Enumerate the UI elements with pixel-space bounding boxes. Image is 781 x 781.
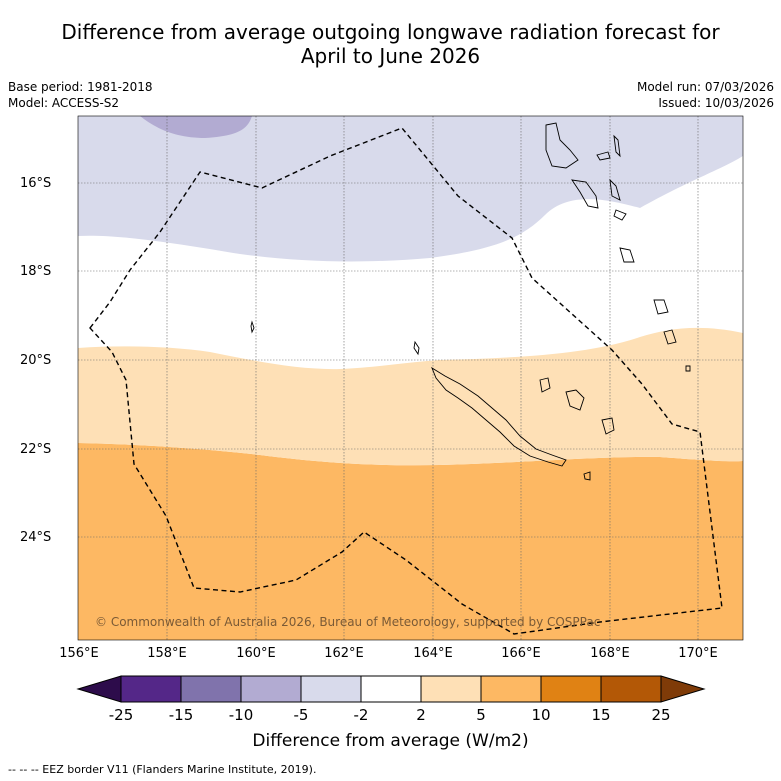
colorbar-bin-p2-p5 xyxy=(420,675,482,703)
mare-coast xyxy=(601,417,615,435)
x-tick-label-164e: 164°E xyxy=(413,646,453,661)
model-run: Model run: 07/03/2026 xyxy=(636,80,774,94)
colorbar-bin-n25-n15 xyxy=(120,675,182,703)
colorbar-bin-n15-n10 xyxy=(180,675,242,703)
map-title-line1: Difference from average outgoing longwav… xyxy=(61,20,720,44)
colorbar-extend-min xyxy=(76,675,122,703)
x-tick-label-158e: 158°E xyxy=(147,646,187,661)
metadata-right: Model run: 07/03/2026 Issued: 10/03/2026 xyxy=(637,79,774,111)
colorbar xyxy=(76,675,706,703)
colorbar-tick-label: -15 xyxy=(168,706,194,724)
colorbar-bin-p10-p15 xyxy=(540,675,602,703)
colorbar-extend-max xyxy=(660,675,706,703)
lifou-coast xyxy=(565,389,585,411)
x-tick-label-156e: 156°E xyxy=(59,646,99,661)
ouvea-coast xyxy=(539,377,551,393)
copyright-note: © Commonwealth of Australia 2026, Bureau… xyxy=(95,615,600,629)
vanuatu-espiritu-santo-coast xyxy=(545,122,579,169)
colorbar-title: Difference from average (W/m2) xyxy=(252,731,529,751)
map-title: Difference from average outgoing longwav… xyxy=(0,20,781,68)
colorbar-bin-n2-2 xyxy=(360,675,422,703)
band-neg10-to-neg5 xyxy=(140,116,252,138)
y-tick-label-20s: 20°S xyxy=(20,353,52,368)
colorbar-tick-label: 2 xyxy=(416,706,426,724)
x-tick-label-170e: 170°E xyxy=(678,646,718,661)
y-tick-label-24s: 24°S xyxy=(20,530,52,545)
vanuatu-tanna-coast xyxy=(663,329,677,345)
colorbar-tick-label: -2 xyxy=(353,706,369,724)
map-frame xyxy=(77,115,744,641)
coastlines xyxy=(250,122,691,481)
colorbar-tick-label: 25 xyxy=(651,706,671,724)
vanuatu-epi-coast xyxy=(613,209,627,221)
base-period: Base period: 1981-2018 xyxy=(8,80,153,94)
vanuatu-ambae-coast xyxy=(596,151,611,161)
vanuatu-malekula-coast xyxy=(571,179,599,209)
colorbar-tick-label: 10 xyxy=(531,706,551,724)
band-neg5-to-neg2 xyxy=(78,116,743,262)
colorbar-tick-label: 5 xyxy=(476,706,486,724)
map-area: © Commonwealth of Australia 2026, Bureau… xyxy=(78,116,743,640)
colorbar-tick-label: -10 xyxy=(228,706,254,724)
band-2-to-5 xyxy=(78,327,743,466)
vanuatu-aneityum-coast xyxy=(685,365,691,372)
belep-islands-coast xyxy=(413,340,420,356)
eez-legend: -- -- -- EEZ border V11 (Flanders Marine… xyxy=(8,763,317,776)
metadata-left: Base period: 1981-2018 Model: ACCESS-S2 xyxy=(8,79,153,111)
new-caledonia-coast xyxy=(431,366,567,467)
colorbar-bin-n5-n2 xyxy=(300,675,362,703)
model-name: Model: ACCESS-S2 xyxy=(8,96,120,110)
gridlines xyxy=(78,116,743,640)
x-tick-label-168e: 168°E xyxy=(590,646,630,661)
map-title-line2: April to June 2026 xyxy=(300,44,481,68)
x-tick-label-166e: 166°E xyxy=(501,646,541,661)
colorbar-tick-label: -5 xyxy=(293,706,309,724)
vanuatu-efate-coast xyxy=(619,247,635,263)
vanuatu-pentecost-coast xyxy=(609,178,621,201)
colorbar-bin-p5-p10 xyxy=(480,675,542,703)
vanuatu-maewo-coast xyxy=(613,134,621,158)
eez-border xyxy=(89,127,723,635)
colorbar-bin-p15-p25 xyxy=(600,675,662,703)
y-tick-label-18s: 18°S xyxy=(20,264,52,279)
x-tick-label-160e: 160°E xyxy=(236,646,276,661)
y-tick-label-22s: 22°S xyxy=(20,442,52,457)
vanuatu-erromango-coast xyxy=(653,299,669,315)
y-tick-label-16s: 16°S xyxy=(20,176,52,191)
colorbar-tick-label: 15 xyxy=(591,706,611,724)
isle-of-pines-coast xyxy=(583,471,591,481)
colorbar-bin-n10-n5 xyxy=(240,675,302,703)
x-tick-label-162e: 162°E xyxy=(324,646,364,661)
colorbar-tick-label: -25 xyxy=(108,706,134,724)
chesterfield-reef-coast xyxy=(250,320,255,334)
band-5-to-10 xyxy=(78,443,743,640)
issued-date: Issued: 10/03/2026 xyxy=(658,96,774,110)
